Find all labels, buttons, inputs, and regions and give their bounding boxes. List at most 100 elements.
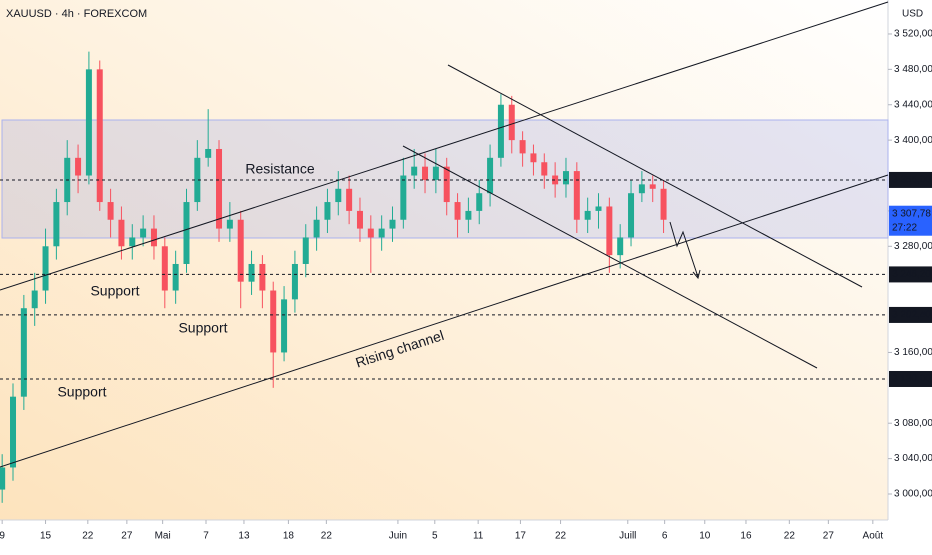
- candle-body: [324, 202, 331, 220]
- candle-body: [552, 175, 559, 185]
- candle-body: [53, 202, 60, 247]
- level-label: 3 202,40: [892, 310, 931, 321]
- candle-body: [454, 202, 461, 220]
- candle-body: [443, 166, 450, 203]
- x-tick-label: 5: [432, 531, 438, 542]
- x-tick-label: 22: [555, 531, 567, 542]
- candle-body: [259, 263, 266, 291]
- candle-body: [400, 175, 407, 220]
- candle-body: [422, 166, 429, 180]
- trend-line: [402, 145, 818, 369]
- candle-body: [140, 228, 147, 238]
- y-tick-label: 3 280,00: [894, 241, 932, 252]
- candle-body: [346, 188, 353, 211]
- x-tick-label: 15: [40, 531, 52, 542]
- candle-body: [172, 263, 179, 291]
- candle-body: [216, 148, 223, 229]
- candle-body: [628, 193, 635, 238]
- candle-body: [291, 263, 298, 300]
- candle-body: [205, 148, 212, 158]
- x-tick-label: 22: [321, 531, 333, 542]
- x-tick-label: Juill: [619, 531, 636, 542]
- candle-body: [356, 210, 363, 229]
- candle-body: [606, 206, 613, 256]
- candle-body: [281, 299, 288, 353]
- candle-body: [313, 219, 320, 238]
- annotation: Support: [178, 320, 227, 336]
- candle-body: [530, 153, 537, 163]
- y-tick-label: 3 440,00: [894, 99, 932, 110]
- candle-body: [497, 104, 504, 158]
- channel-line: [0, 174, 889, 468]
- current-price-box: [889, 205, 932, 236]
- candle-body: [248, 263, 255, 282]
- candle-body: [161, 246, 168, 291]
- level-label: 3 248,20: [892, 269, 931, 280]
- candle-body: [20, 308, 27, 397]
- x-tick-label: 27: [121, 531, 133, 542]
- x-tick-label: 11: [473, 531, 484, 542]
- candle-body: [367, 228, 374, 238]
- y-tick-label: 3 520,00: [894, 29, 932, 40]
- candle-body: [42, 246, 49, 291]
- candle-body: [150, 228, 157, 247]
- annotation: Support: [57, 384, 106, 400]
- candle-body: [96, 69, 103, 203]
- plot-background: [0, 0, 888, 520]
- level-label: 3 355,00: [892, 175, 931, 186]
- candle-body: [107, 202, 114, 220]
- candle-body: [660, 188, 667, 220]
- x-tick-label: 7: [203, 531, 209, 542]
- currency-label: USD: [902, 9, 923, 20]
- x-tick-label: Mai: [155, 531, 171, 542]
- candle-body: [649, 184, 656, 189]
- candle-body: [541, 162, 548, 176]
- x-tick-label: 9: [0, 531, 5, 542]
- y-tick-label: 3 080,00: [894, 418, 932, 429]
- trend-line: [447, 64, 863, 288]
- arrow-head: [692, 269, 701, 280]
- candle-body: [411, 166, 418, 176]
- x-tick-label: 27: [823, 531, 835, 542]
- x-tick-label: 16: [740, 531, 752, 542]
- x-tick-label: 18: [283, 531, 295, 542]
- candle-body: [237, 219, 244, 282]
- x-tick-label: 13: [238, 531, 250, 542]
- candle-body: [584, 210, 591, 220]
- x-tick-label: 6: [662, 531, 668, 542]
- candle-body: [476, 193, 483, 211]
- candle-body: [226, 219, 233, 229]
- x-tick-label: 17: [515, 531, 527, 542]
- marks: [0, 51, 667, 503]
- current-price-label: 3 307,78: [892, 208, 931, 219]
- y-tick-label: 3 000,00: [894, 489, 932, 500]
- y-tick-label: 3 160,00: [894, 347, 932, 358]
- candle-body: [335, 188, 342, 203]
- x-tick-label: 10: [699, 531, 711, 542]
- candle-body: [617, 237, 624, 256]
- x-tick-label: Juin: [389, 531, 407, 542]
- level-label: 3 130,00: [892, 374, 931, 385]
- candle-body: [432, 166, 439, 180]
- candle-body: [31, 290, 38, 309]
- projection-arrow: [669, 221, 699, 278]
- candle-body: [194, 157, 201, 203]
- candle-body: [519, 140, 526, 154]
- candle-body: [118, 219, 125, 247]
- candle-body: [183, 202, 190, 264]
- candle-body: [465, 210, 472, 220]
- candle-body: [10, 396, 17, 468]
- candle-body: [0, 467, 6, 490]
- level-label-box: [889, 306, 932, 323]
- candle-body: [573, 171, 580, 220]
- time-axis: [0, 520, 888, 550]
- level-label-box: [889, 266, 932, 283]
- candle-body: [508, 104, 515, 141]
- candle-body: [378, 228, 385, 238]
- countdown-label: 27:22: [892, 222, 917, 233]
- candle-body: [389, 219, 396, 229]
- level-label-box: [889, 370, 932, 387]
- level-label-box: [889, 171, 932, 188]
- y-tick-label: 3 040,00: [894, 453, 932, 464]
